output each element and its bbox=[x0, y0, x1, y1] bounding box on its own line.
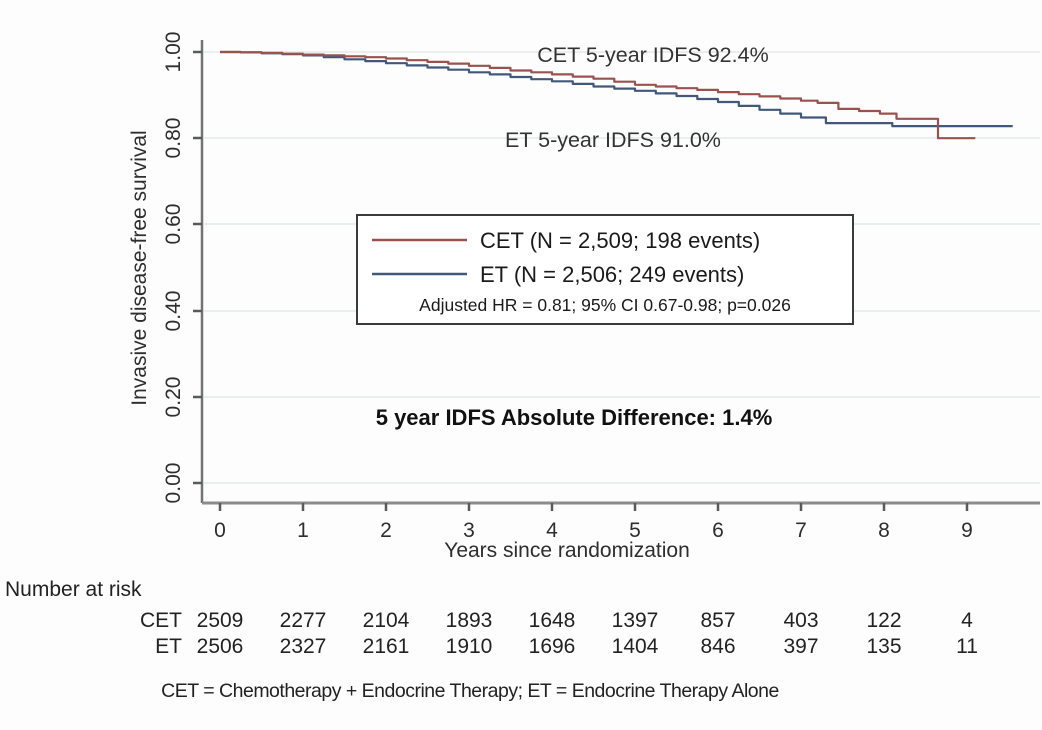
x-tick-label: 6 bbox=[712, 519, 724, 542]
risk-value: 1910 bbox=[446, 635, 493, 658]
curves-group bbox=[220, 50, 1013, 140]
x-tick-label: 8 bbox=[878, 519, 890, 542]
x-ticks bbox=[218, 503, 969, 511]
x-axis-title: Years since randomization bbox=[444, 539, 690, 562]
y-tick-labels: 1.00 0.80 0.60 0.40 0.20 0.00 bbox=[162, 32, 185, 504]
risk-value: 2506 bbox=[197, 635, 244, 658]
risk-value: 1696 bbox=[529, 635, 576, 658]
x-tick-label: 0 bbox=[214, 519, 226, 542]
risk-row-et: 2506 2327 2161 1910 1696 1404 846 397 13… bbox=[197, 635, 978, 658]
x-tick-label: 1 bbox=[297, 519, 309, 542]
x-tick-label: 7 bbox=[795, 519, 807, 542]
cet-annotation: CET 5-year IDFS 92.4% bbox=[537, 43, 768, 67]
y-tick-label: 0.00 bbox=[162, 463, 185, 504]
risk-value: 122 bbox=[866, 609, 901, 632]
x-tick-label: 3 bbox=[463, 519, 475, 542]
x-tick-label: 9 bbox=[961, 519, 973, 542]
risk-value: 2104 bbox=[363, 609, 410, 632]
y-tick-label: 0.40 bbox=[162, 291, 185, 332]
risk-value: 2327 bbox=[280, 635, 327, 658]
risk-value: 403 bbox=[783, 609, 818, 632]
y-axis-title: Invasive disease-free survival bbox=[128, 130, 151, 405]
x-tick-label: 5 bbox=[629, 519, 641, 542]
legend-box: CET (N = 2,509; 198 events) ET (N = 2,50… bbox=[356, 214, 854, 325]
risk-value: 397 bbox=[783, 635, 818, 658]
risk-value: 11 bbox=[956, 635, 978, 658]
legend-stats: Adjusted HR = 0.81; 95% CI 0.67-0.98; p=… bbox=[419, 295, 791, 315]
et-annotation: ET 5-year IDFS 91.0% bbox=[505, 128, 721, 152]
risk-row-label-et: ET bbox=[155, 635, 182, 658]
y-tick-label: 1.00 bbox=[162, 32, 185, 73]
risk-row-cet: 2509 2277 2104 1893 1648 1397 857 403 12… bbox=[197, 609, 974, 632]
risk-value: 2509 bbox=[197, 609, 244, 632]
survival-curve-cet bbox=[220, 50, 976, 140]
y-tick-label: 0.80 bbox=[162, 118, 185, 159]
x-tick-labels: 0 1 2 3 4 5 6 7 8 9 bbox=[214, 519, 973, 542]
risk-value: 135 bbox=[866, 635, 901, 658]
risk-table: Number at risk CET 2509 2277 2104 1893 1… bbox=[5, 578, 978, 658]
legend-border bbox=[356, 214, 854, 325]
risk-value: 1397 bbox=[612, 609, 659, 632]
risk-value: 1648 bbox=[529, 609, 576, 632]
survival-curve-et bbox=[220, 50, 1013, 128]
risk-value: 4 bbox=[961, 609, 973, 632]
risk-value: 2277 bbox=[280, 609, 327, 632]
risk-table-title: Number at risk bbox=[5, 578, 142, 601]
difference-annotation: 5 year IDFS Absolute Difference: 1.4% bbox=[376, 405, 773, 430]
footnote: CET = Chemotherapy + Endocrine Therapy; … bbox=[161, 680, 779, 702]
x-tick-label: 4 bbox=[546, 519, 558, 542]
legend-cet-label: CET (N = 2,509; 198 events) bbox=[480, 228, 760, 253]
risk-value: 1893 bbox=[446, 609, 493, 632]
risk-value: 857 bbox=[700, 609, 735, 632]
y-ticks bbox=[193, 50, 202, 485]
risk-value: 1404 bbox=[612, 635, 659, 658]
legend-et-label: ET (N = 2,506; 249 events) bbox=[480, 262, 744, 287]
risk-value: 846 bbox=[700, 635, 735, 658]
y-tick-label: 0.60 bbox=[162, 204, 185, 245]
risk-row-label-cet: CET bbox=[140, 609, 182, 632]
risk-value: 2161 bbox=[363, 635, 410, 658]
x-tick-label: 2 bbox=[380, 519, 392, 542]
y-tick-label: 0.20 bbox=[162, 377, 185, 418]
